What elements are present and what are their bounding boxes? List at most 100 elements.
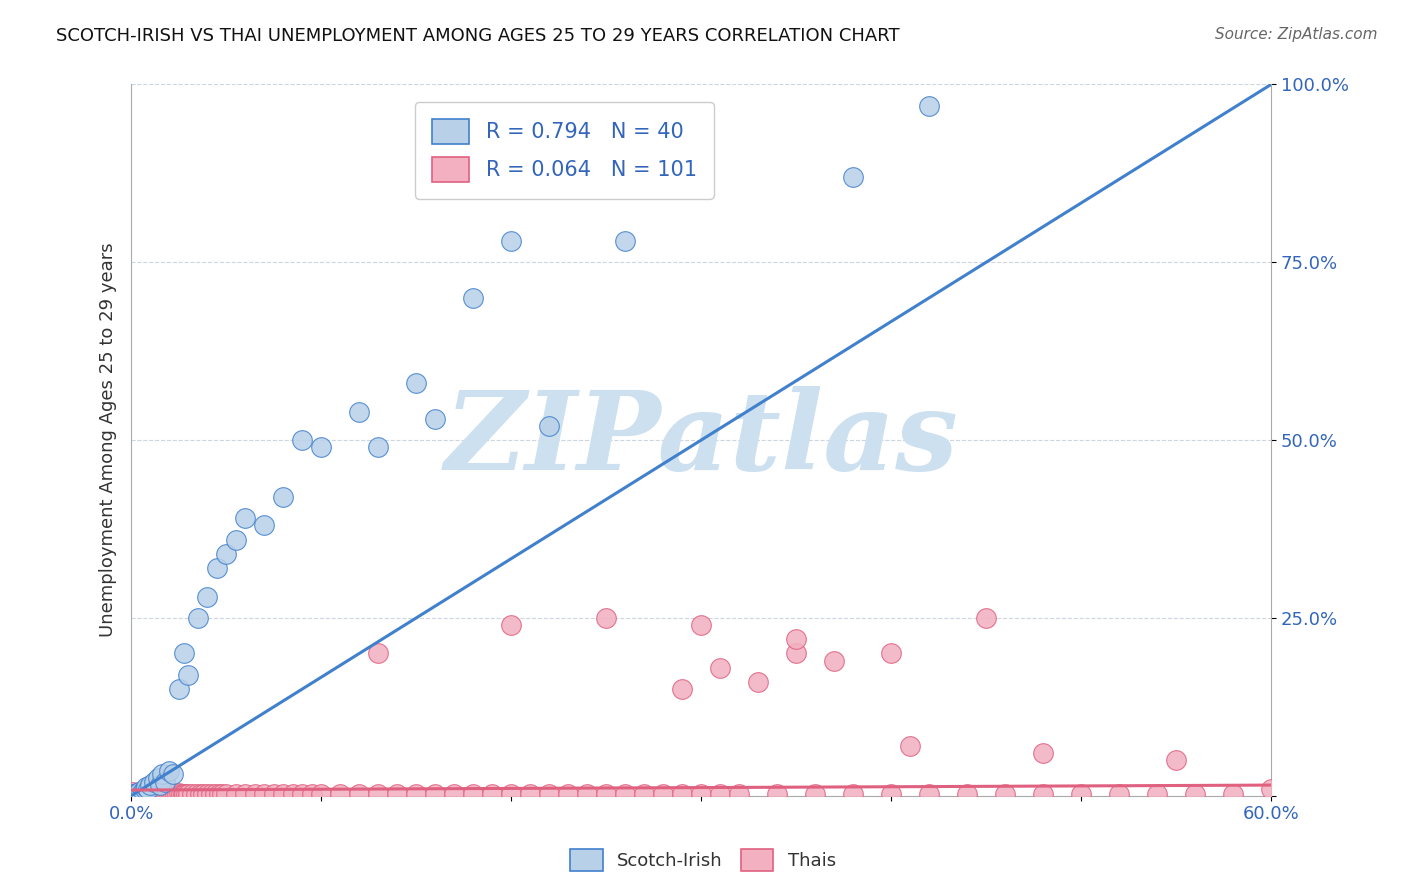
Point	[842, 787, 865, 801]
Point	[367, 787, 389, 801]
Point	[208, 788, 231, 802]
Point	[253, 788, 276, 802]
Point	[880, 788, 903, 802]
Point	[652, 788, 675, 802]
Point	[291, 433, 314, 447]
Point	[1032, 746, 1054, 760]
Point	[162, 787, 184, 801]
Point	[157, 764, 180, 778]
Point	[1184, 788, 1206, 802]
Legend: R = 0.794   N = 40, R = 0.064   N = 101: R = 0.794 N = 40, R = 0.064 N = 101	[415, 102, 714, 199]
Point	[166, 787, 188, 801]
Point	[163, 788, 186, 802]
Point	[181, 787, 204, 801]
Point	[134, 788, 156, 802]
Point	[309, 788, 332, 802]
Point	[253, 518, 276, 533]
Point	[329, 787, 352, 801]
Point	[243, 787, 266, 801]
Point	[193, 788, 215, 802]
Point	[301, 787, 323, 801]
Text: SCOTCH-IRISH VS THAI UNEMPLOYMENT AMONG AGES 25 TO 29 YEARS CORRELATION CHART: SCOTCH-IRISH VS THAI UNEMPLOYMENT AMONG …	[56, 27, 900, 45]
Point	[804, 788, 827, 802]
Point	[124, 787, 146, 801]
Point	[173, 647, 195, 661]
Point	[150, 767, 173, 781]
Point	[728, 788, 751, 802]
Point	[291, 788, 314, 802]
Point	[146, 771, 169, 785]
Point	[150, 787, 173, 801]
Point	[271, 490, 294, 504]
Point	[177, 668, 200, 682]
Point	[501, 618, 523, 632]
Point	[225, 787, 247, 801]
Point	[595, 787, 617, 801]
Point	[463, 788, 485, 802]
Point	[519, 787, 541, 801]
Point	[633, 787, 655, 801]
Point	[1032, 788, 1054, 802]
Point	[367, 647, 389, 661]
Point	[145, 787, 167, 801]
Point	[143, 774, 166, 789]
Point	[709, 787, 731, 801]
Point	[1222, 787, 1244, 801]
Point	[557, 787, 579, 801]
Point	[425, 411, 447, 425]
Point	[1146, 787, 1168, 801]
Point	[263, 787, 285, 801]
Point	[187, 611, 209, 625]
Point	[131, 784, 153, 798]
Point	[1260, 781, 1282, 796]
Point	[1108, 788, 1130, 802]
Point	[152, 788, 174, 802]
Point	[1070, 787, 1092, 801]
Point	[281, 787, 304, 801]
Point	[167, 681, 190, 696]
Point	[842, 169, 865, 184]
Point	[709, 661, 731, 675]
Point	[994, 787, 1017, 801]
Point	[405, 787, 427, 801]
Point	[143, 788, 166, 802]
Point	[173, 788, 195, 802]
Point	[425, 788, 447, 802]
Point	[766, 787, 789, 801]
Point	[974, 611, 997, 625]
Point	[122, 785, 145, 799]
Point	[880, 647, 903, 661]
Point	[309, 440, 332, 454]
Point	[387, 788, 409, 802]
Point	[129, 787, 152, 801]
Point	[215, 547, 238, 561]
Point	[347, 788, 370, 802]
Point	[160, 788, 183, 802]
Point	[367, 440, 389, 454]
Point	[139, 788, 162, 802]
Point	[614, 234, 637, 248]
Point	[614, 788, 637, 802]
Point	[129, 787, 152, 801]
Point	[141, 787, 163, 801]
Point	[125, 786, 148, 800]
Point	[576, 788, 599, 802]
Point	[125, 786, 148, 800]
Point	[690, 618, 713, 632]
Point	[271, 788, 294, 802]
Point	[195, 787, 218, 801]
Point	[195, 590, 218, 604]
Point	[233, 788, 256, 802]
Point	[671, 787, 693, 801]
Point	[538, 788, 561, 802]
Point	[167, 786, 190, 800]
Point	[205, 561, 228, 575]
Point	[204, 787, 226, 801]
Point	[443, 787, 465, 801]
Point	[135, 787, 157, 801]
Point	[169, 788, 191, 802]
Point	[501, 788, 523, 802]
Point	[128, 788, 150, 802]
Point	[162, 767, 184, 781]
Text: ZIPatlas: ZIPatlas	[444, 386, 957, 494]
